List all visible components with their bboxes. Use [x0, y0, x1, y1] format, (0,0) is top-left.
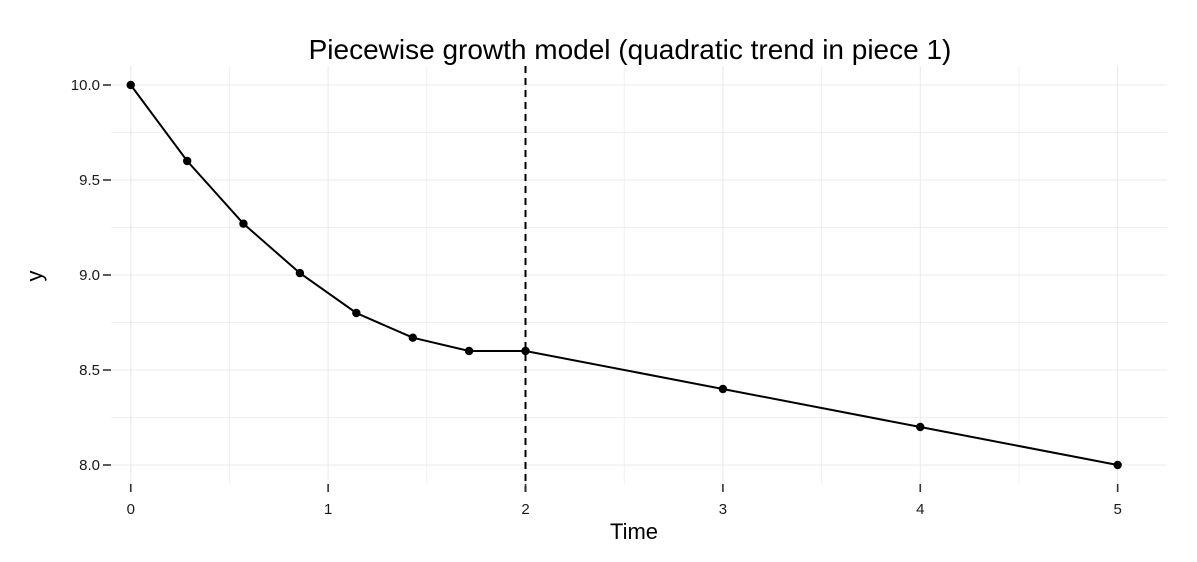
- data-point: [239, 219, 248, 228]
- data-point: [1113, 460, 1122, 470]
- y-axis: 8.0 8.5 9.0 9.5 10.0: [71, 77, 111, 474]
- y-tick-label: 10.0: [71, 77, 100, 94]
- x-tick-label: 1: [324, 501, 332, 518]
- x-tick-label: 4: [916, 501, 924, 518]
- data-point: [521, 346, 530, 356]
- data-point: [916, 422, 925, 432]
- data-point: [352, 308, 361, 318]
- y-tick-label: 9.0: [79, 267, 100, 284]
- data-point: [182, 156, 192, 166]
- data-point: [295, 268, 305, 278]
- data-point: [718, 384, 728, 394]
- data-point: [126, 80, 135, 90]
- x-axis: 0 1 2 3 4 5: [127, 484, 1122, 518]
- x-tick-label: 2: [521, 501, 529, 518]
- data-point: [408, 333, 417, 342]
- y-tick-label: 8.5: [79, 362, 100, 379]
- x-tick-label: 3: [719, 501, 727, 518]
- series-group: [126, 80, 1122, 470]
- x-axis-title: Time: [610, 519, 658, 544]
- grid-major: [111, 66, 1167, 484]
- y-axis-title: y: [22, 271, 47, 282]
- chart-title: Piecewise growth model (quadratic trend …: [309, 34, 952, 65]
- x-tick-label: 5: [1113, 501, 1121, 518]
- x-tick-label: 0: [127, 501, 135, 518]
- y-tick-label: 8.0: [79, 457, 100, 474]
- data-point: [464, 346, 474, 356]
- y-tick-label: 9.5: [79, 172, 100, 189]
